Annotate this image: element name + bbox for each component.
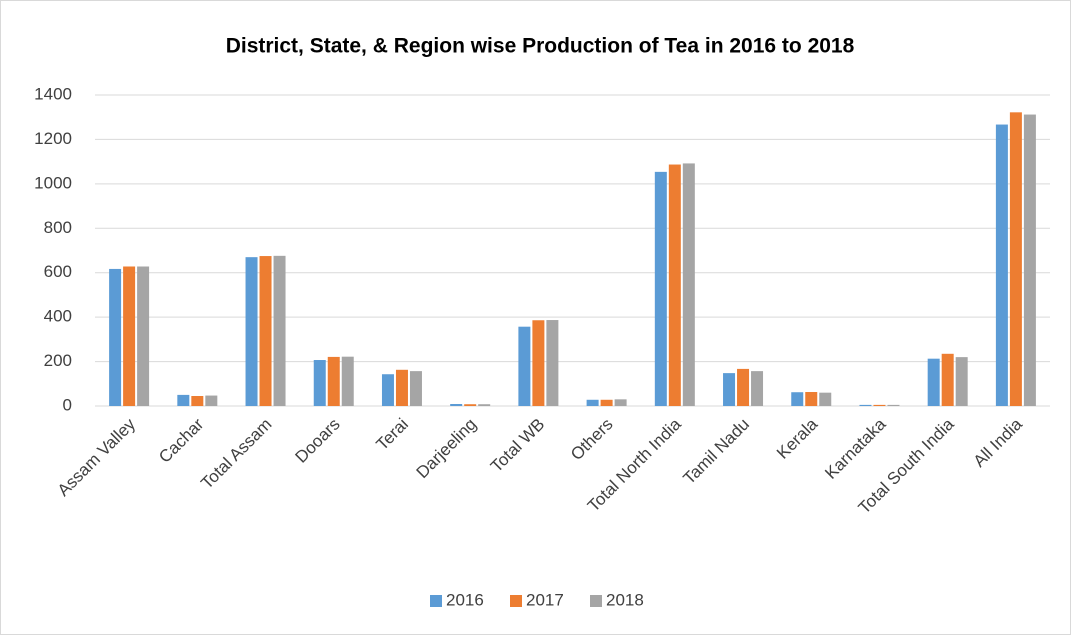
bar — [191, 396, 204, 406]
y-tick-label: 200 — [44, 351, 72, 370]
bar — [819, 392, 832, 406]
bar — [464, 404, 477, 406]
bar — [123, 266, 136, 406]
bar — [927, 358, 940, 406]
bar — [245, 257, 258, 406]
bar — [873, 404, 886, 406]
bar — [327, 356, 340, 406]
bar — [259, 256, 272, 406]
chart-title: District, State, & Region wise Productio… — [226, 35, 855, 58]
bar — [205, 395, 218, 406]
legend-swatch — [430, 595, 442, 607]
bar — [887, 404, 900, 406]
bar — [654, 171, 667, 406]
legend-label: 2017 — [526, 590, 564, 609]
bar — [941, 353, 954, 406]
bar — [723, 373, 736, 406]
y-tick-label: 1200 — [34, 129, 72, 148]
bar — [109, 268, 122, 406]
y-tick-label: 600 — [44, 262, 72, 281]
bar — [478, 404, 491, 406]
y-tick-label: 1000 — [34, 173, 72, 192]
bar — [805, 392, 818, 406]
bar — [313, 360, 326, 406]
bar — [955, 357, 968, 406]
bar — [381, 374, 394, 406]
legend-label: 2018 — [606, 590, 644, 609]
bar — [273, 255, 286, 406]
bar — [395, 369, 408, 406]
y-tick-label: 0 — [63, 395, 72, 414]
y-tick-label: 800 — [44, 218, 72, 237]
bar — [995, 124, 1008, 407]
legend-swatch — [590, 595, 602, 607]
y-tick-label: 400 — [44, 307, 72, 326]
bar — [791, 392, 804, 406]
bar — [614, 399, 627, 406]
bar — [586, 399, 599, 406]
bar — [341, 356, 354, 406]
bar — [737, 368, 750, 406]
bar — [1023, 114, 1036, 406]
legend-swatch — [510, 595, 522, 607]
bar — [177, 394, 190, 406]
y-tick-label: 1400 — [34, 84, 72, 103]
bar — [518, 326, 531, 406]
bar — [751, 371, 764, 406]
legend-label: 2016 — [446, 590, 484, 609]
bar — [409, 371, 422, 406]
bar — [1009, 112, 1022, 406]
bar — [682, 163, 695, 406]
bar — [859, 404, 872, 406]
bar — [450, 404, 463, 406]
bar — [600, 399, 613, 406]
bar — [546, 320, 559, 406]
bar — [532, 320, 545, 406]
bar — [137, 266, 150, 406]
bar — [668, 164, 681, 406]
